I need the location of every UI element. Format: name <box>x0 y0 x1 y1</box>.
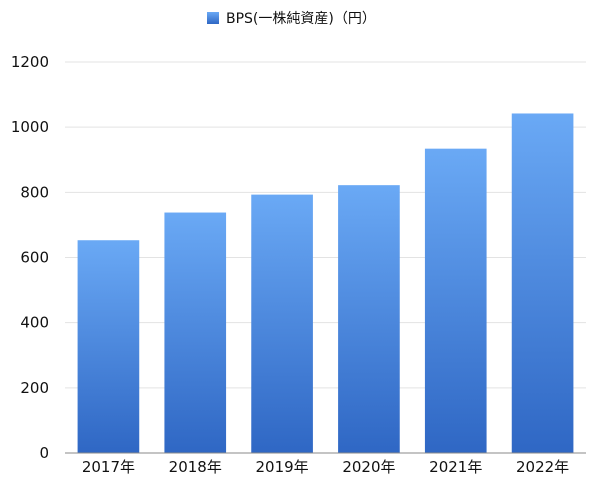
bar-2022年 <box>511 113 574 454</box>
y-tick-label: 1000 <box>11 118 49 136</box>
x-tick-label: 2018年 <box>169 458 222 476</box>
bars <box>77 113 574 454</box>
y-axis-tick-labels: 0 200 400 600 800 1000 1200 <box>11 53 49 462</box>
gridlines <box>65 61 586 389</box>
legend-label: BPS(一株純資産)（円） <box>226 11 376 27</box>
legend-swatch <box>207 12 219 24</box>
x-tick-label: 2017年 <box>82 458 135 476</box>
bar-2021年 <box>424 148 487 453</box>
y-tick-label: 200 <box>20 379 49 397</box>
legend: BPS(一株純資産)（円） <box>207 11 376 27</box>
bar-2017年 <box>77 240 140 453</box>
bar-2019年 <box>251 194 313 453</box>
bar-2018年 <box>164 212 227 453</box>
y-tick-label: 0 <box>39 444 49 462</box>
x-tick-label: 2020年 <box>342 458 395 476</box>
x-tick-label: 2021年 <box>429 458 482 476</box>
x-tick-label: 2022年 <box>516 458 569 476</box>
x-tick-label: 2019年 <box>255 458 308 476</box>
x-axis-tick-labels: 2017年 2018年 2019年 2020年 2021年 2022年 <box>82 458 569 476</box>
y-tick-label: 600 <box>20 249 49 267</box>
bar-2020年 <box>338 185 400 454</box>
y-tick-label: 1200 <box>11 53 49 71</box>
y-tick-label: 800 <box>20 183 49 201</box>
y-tick-label: 400 <box>20 314 49 332</box>
